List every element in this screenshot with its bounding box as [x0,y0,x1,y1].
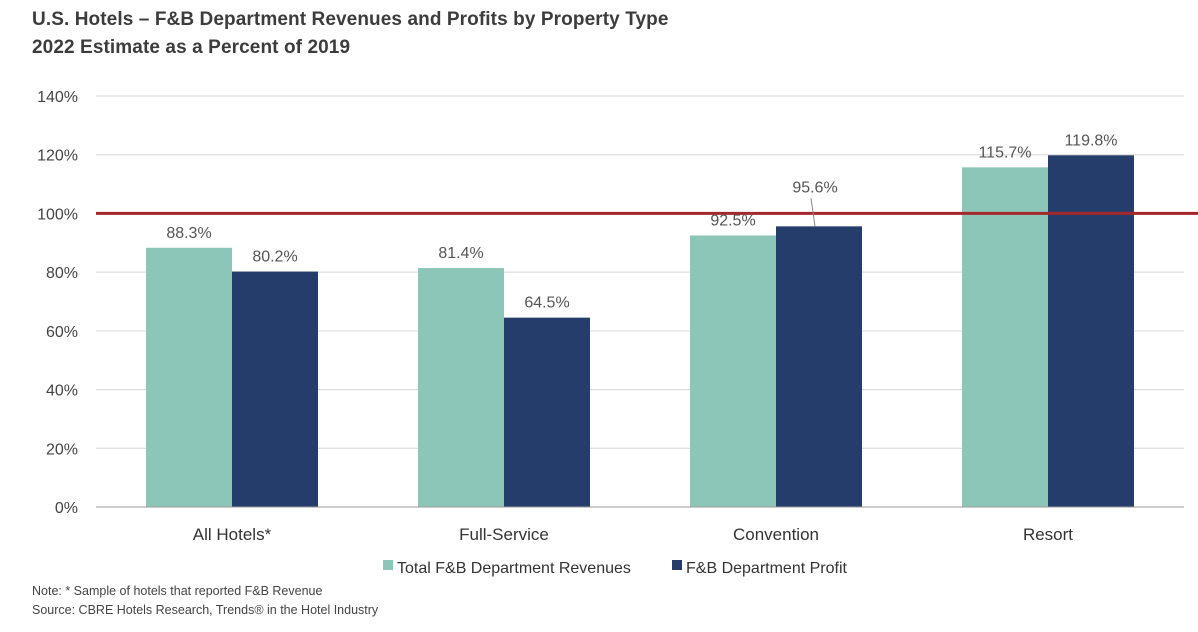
profit-label-2: 95.6% [792,179,837,196]
y-tick-label: 120% [37,148,78,165]
y-tick-label: 60% [46,324,78,341]
note-text: Note: * Sample of hotels that reported F… [32,584,323,598]
profit-label-1: 64.5% [524,295,569,312]
bars [146,155,1134,508]
profit-bar-3 [1048,155,1134,507]
revenues-bar-0 [146,247,232,507]
y-tick-label: 40% [46,383,78,400]
y-tick-label: 0% [55,500,78,517]
profit-bar-2 [776,226,862,508]
revenues-label-0: 88.3% [166,225,211,242]
legend-label-0: Total F&B Department Revenues [397,560,631,577]
revenues-bar-3 [962,167,1048,507]
y-tick-label: 140% [37,89,78,106]
x-tick-label: Convention [733,525,819,544]
y-tick-label: 100% [37,206,78,223]
legend-swatch-1 [672,560,682,570]
revenues-label-3: 115.7% [978,144,1031,161]
data-labels: 88.3% 80.2% 81.4% 64.5% 92.5% 95.6% 115.7% 119.… [166,132,1117,311]
x-axis: All Hotels* Full-Service Convention Resort [96,506,1184,544]
y-tick-label: 80% [46,265,78,282]
legend-swatch-0 [383,560,393,570]
chart-title: U.S. Hotels – F&B Department Revenues an… [32,9,669,30]
y-tick-label: 20% [46,441,78,458]
x-tick-label: Resort [1023,525,1073,544]
y-axis: 0% 20% 40% 60% 80% 100% 120% 140% [37,89,78,517]
legend-label-1: F&B Department Profit [686,560,848,577]
revenues-bar-1 [418,268,504,507]
chart-subtitle: 2022 Estimate as a Percent of 2019 [32,37,351,58]
revenues-bar-2 [690,235,776,508]
profit-label-0: 80.2% [252,249,297,266]
legend: Total F&B Department Revenues F&B Departm… [383,560,848,577]
x-tick-label: All Hotels* [193,525,272,544]
x-tick-label: Full-Service [459,525,549,544]
leader-line [810,198,816,227]
profit-bar-1 [504,317,590,507]
profit-bar-0 [232,271,318,507]
profit-label-3: 119.8% [1064,132,1117,149]
revenues-label-2: 92.5% [710,212,755,229]
footnotes: Note: * Sample of hotels that reported F… [32,582,378,620]
chart-title-block: U.S. Hotels – F&B Department Revenues an… [32,6,669,62]
source-text: Source: CBRE Hotels Research, Trends® in… [32,603,379,617]
revenues-label-1: 81.4% [438,245,483,262]
